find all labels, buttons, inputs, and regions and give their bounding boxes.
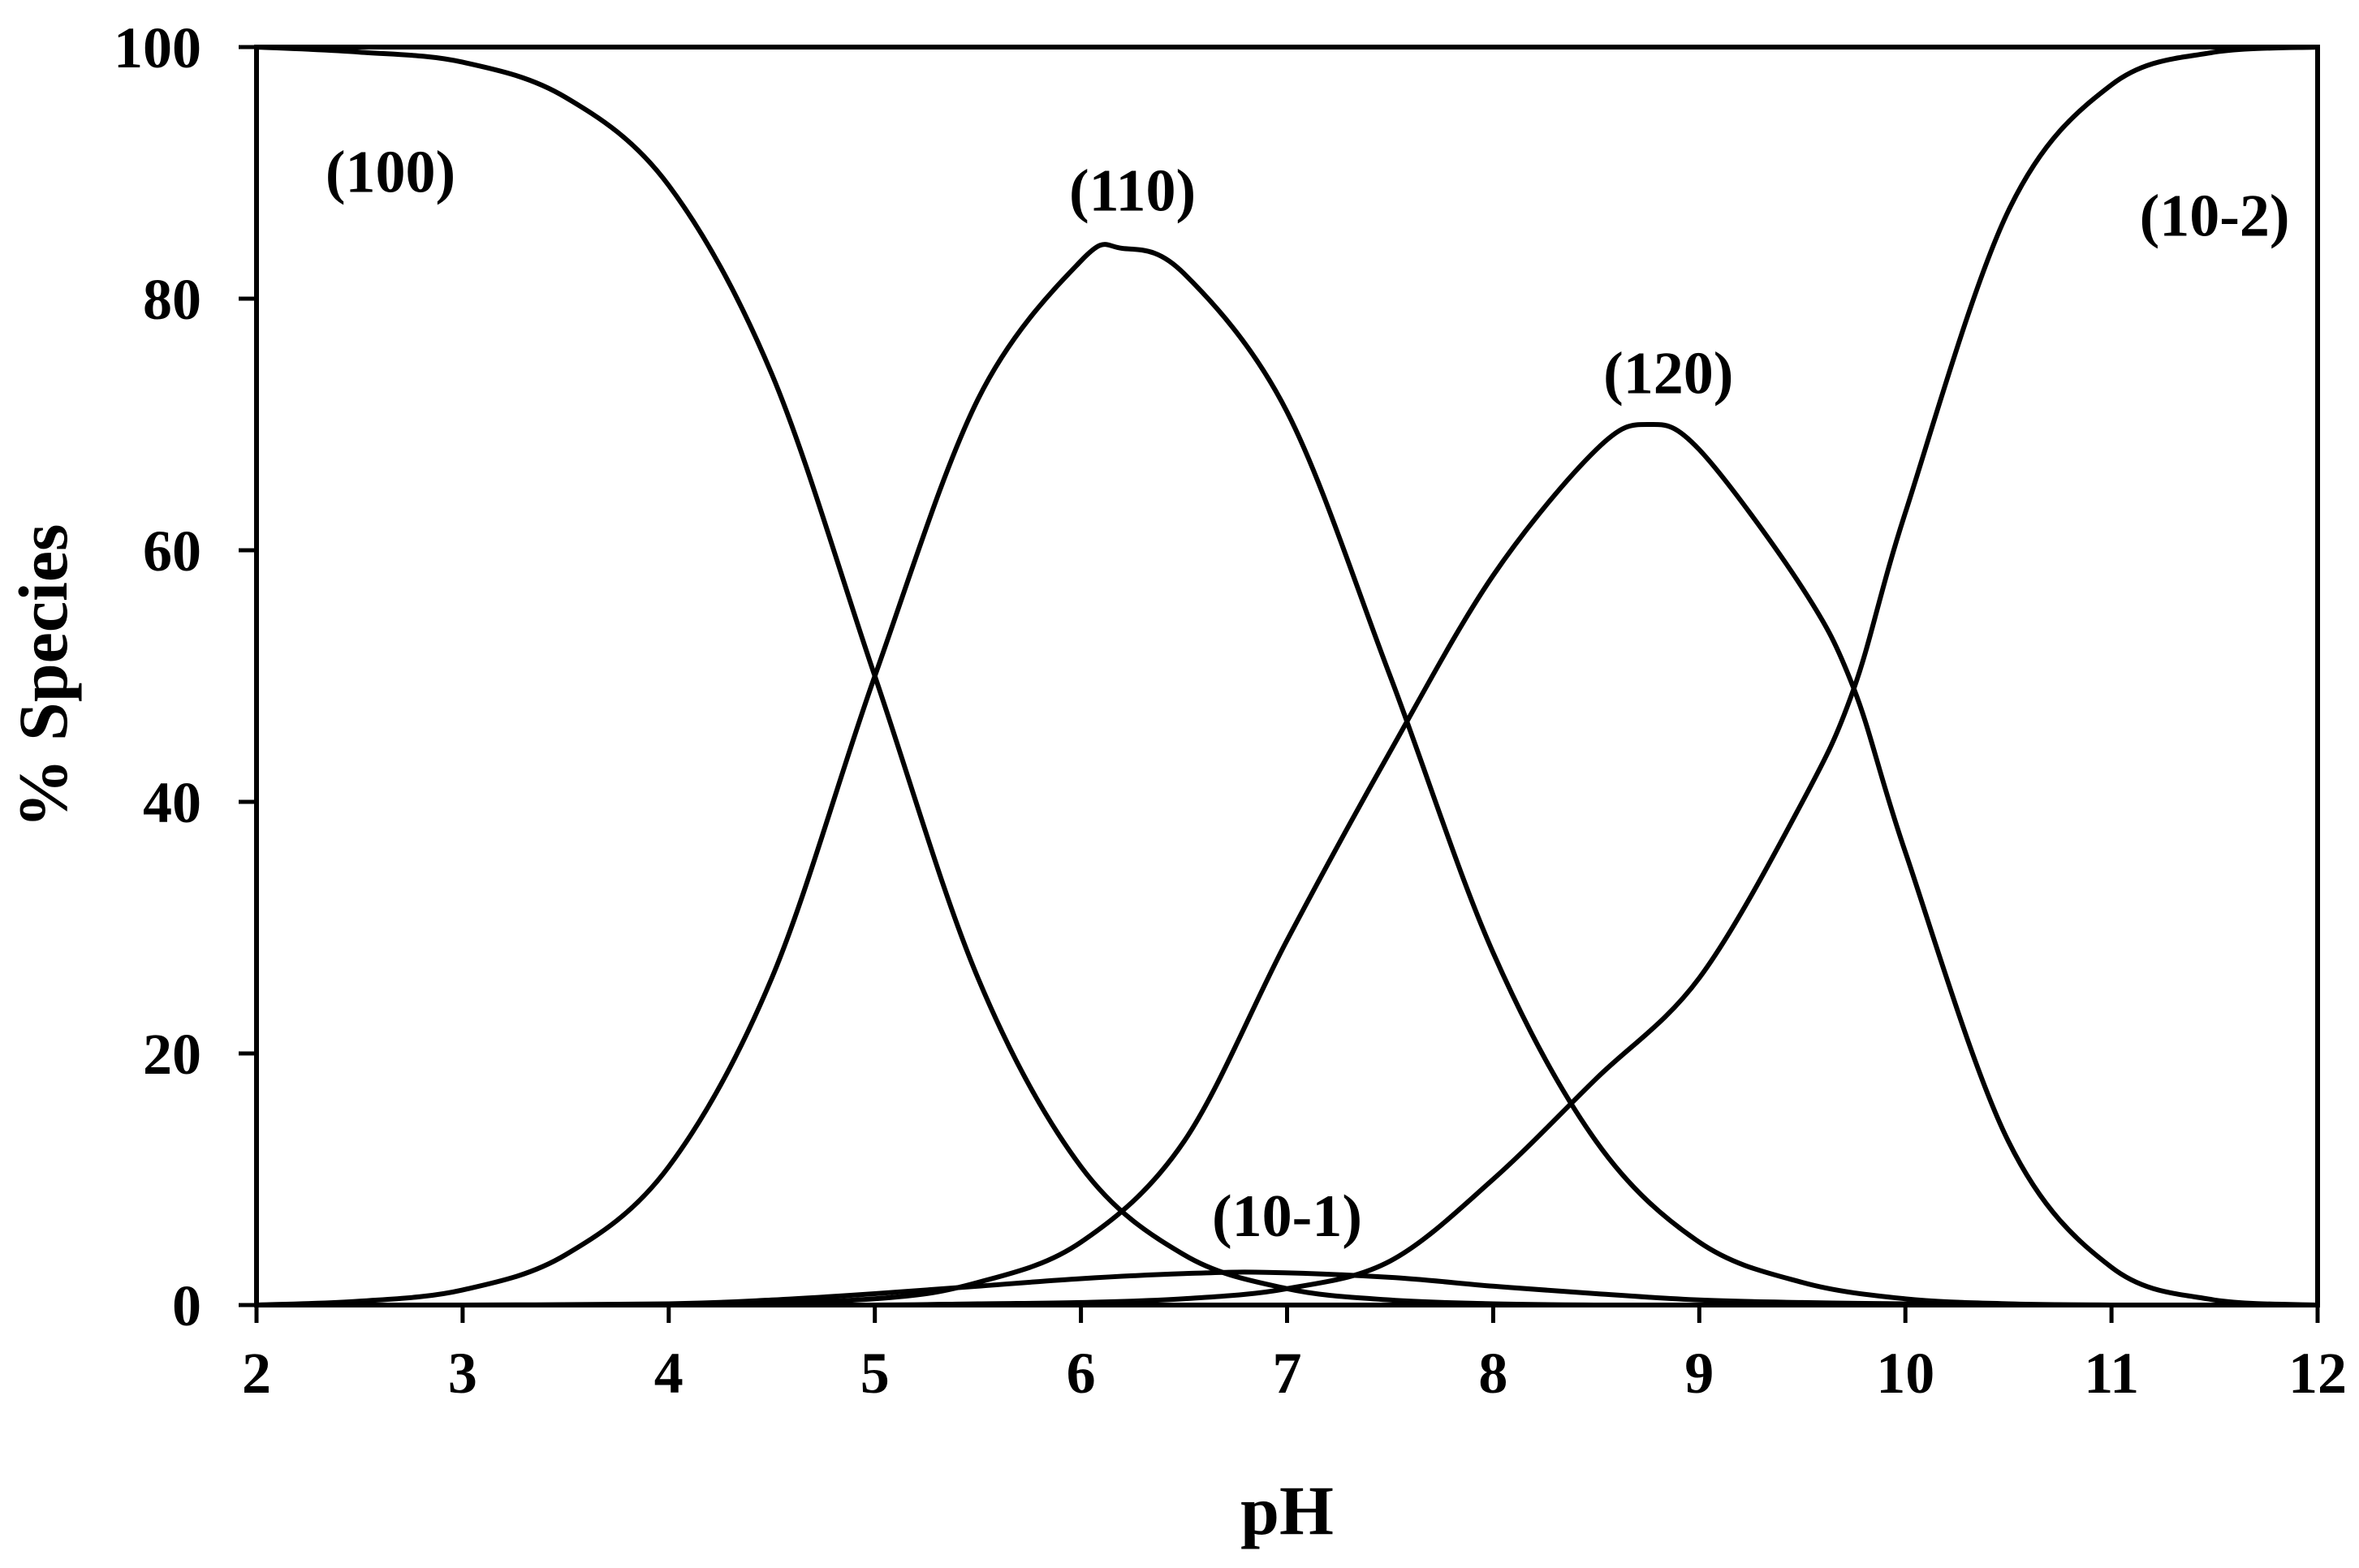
x-tick-label: 7 — [1273, 1341, 1302, 1406]
x-axis-title: pH — [1240, 1471, 1334, 1549]
x-tick-label: 9 — [1684, 1341, 1714, 1406]
y-tick-label: 80 — [143, 267, 201, 332]
series-label: (110) — [1069, 158, 1196, 225]
x-tick-label: 6 — [1067, 1341, 1096, 1406]
x-tick-label: 5 — [860, 1341, 890, 1406]
series-label: (120) — [1603, 340, 1733, 407]
y-tick-label: 40 — [143, 770, 201, 835]
series-labels: (100) (110) (120) (10-1) (10-2) — [326, 139, 2290, 1250]
x-tick-label: 11 — [2084, 1341, 2139, 1406]
x-tick-label: 4 — [654, 1341, 684, 1406]
x-tick-label: 10 — [1876, 1341, 1934, 1406]
x-tick-label: 2 — [242, 1341, 271, 1406]
y-tick-label: 60 — [143, 519, 201, 584]
plot-area-frame — [254, 45, 2320, 1307]
series-label: (100) — [326, 139, 455, 205]
curves-layer — [254, 45, 2320, 1308]
series-line-3 — [254, 421, 2320, 1307]
series-line-1 — [254, 242, 2320, 1307]
y-axis-title: % Species — [4, 523, 82, 828]
y-tick-label: 20 — [143, 1022, 201, 1087]
series-line-4 — [254, 45, 2320, 1308]
x-tick-label: 12 — [2288, 1341, 2347, 1406]
y-tick-label: 100 — [114, 15, 201, 80]
series-line-0 — [254, 45, 2320, 1308]
series-label: (10-2) — [2140, 183, 2290, 250]
axis-tick-labels: 2 3 4 5 6 7 8 9 10 11 12 0 20 40 60 80 100 — [114, 15, 2347, 1406]
axis-ticks — [239, 45, 2320, 1323]
y-tick-label: 0 — [172, 1273, 201, 1338]
x-tick-label: 8 — [1478, 1341, 1507, 1406]
x-tick-label: 3 — [448, 1341, 477, 1406]
series-label: (10-1) — [1212, 1183, 1362, 1250]
